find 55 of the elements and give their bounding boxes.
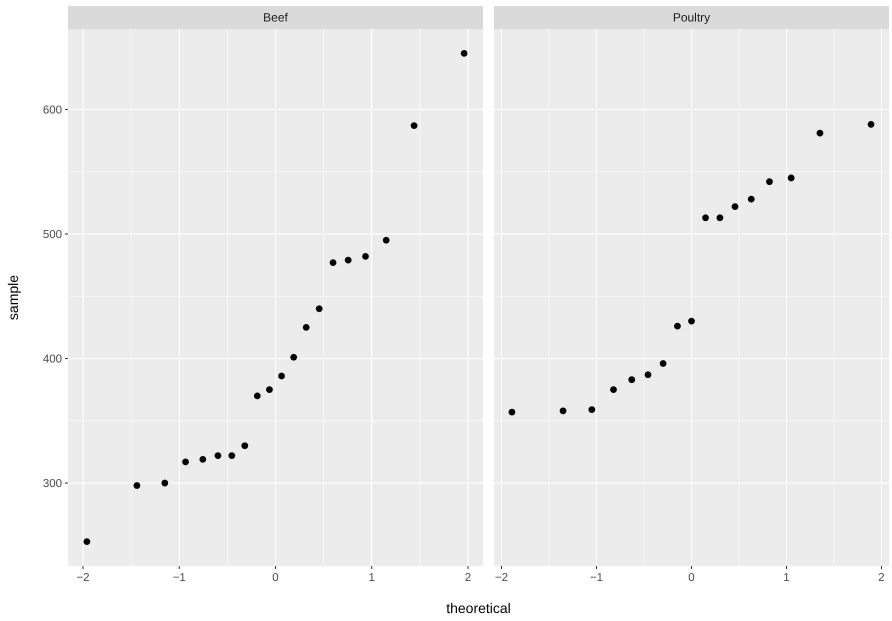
point [702,214,709,222]
x-tick-label: 1 [783,572,790,584]
point [748,196,755,202]
point [278,372,285,380]
x-axis-title: theoretical [446,600,511,616]
point [410,122,418,130]
y-tick-label: 600 [42,104,62,116]
point [161,480,168,486]
point [660,360,666,367]
point [199,456,206,463]
x-tick-label: 2 [464,572,472,584]
chart-title: Poultry [672,10,710,24]
point [302,324,310,331]
point [290,354,298,361]
point [241,442,248,450]
y-tick-label: 300 [42,478,62,490]
point [134,482,140,489]
point [716,214,724,222]
x-tick-label: 1 [368,572,375,584]
point [868,121,874,128]
point [266,386,273,394]
x-tick-label: 0 [272,572,279,584]
point [182,458,189,466]
point [254,392,261,400]
point [330,259,336,266]
y-axis-title: sample [5,274,21,320]
point [228,452,236,460]
x-tick-label: −1 [172,572,186,584]
point [588,406,596,413]
point [560,407,566,414]
point [732,203,738,210]
point [610,386,617,394]
x-tick-label: −1 [590,572,604,584]
chart-title: Beef [263,10,289,24]
point [766,178,773,186]
y-tick-label: 500 [42,228,62,241]
point [362,253,369,260]
x-tick-label: −2 [76,572,90,584]
x-tick-label: −2 [494,572,508,584]
point [628,376,636,384]
point [674,322,681,330]
x-tick-label: 0 [688,572,695,584]
point [344,256,352,264]
point [214,452,222,460]
y-tick-label: 400 [42,354,62,366]
point [816,130,824,136]
point [688,318,695,325]
x-tick-label: 2 [878,572,885,584]
point [316,305,323,312]
point [83,538,90,545]
point [788,174,795,182]
point [644,371,652,378]
point [382,236,390,244]
point [460,50,468,57]
point [508,408,516,416]
